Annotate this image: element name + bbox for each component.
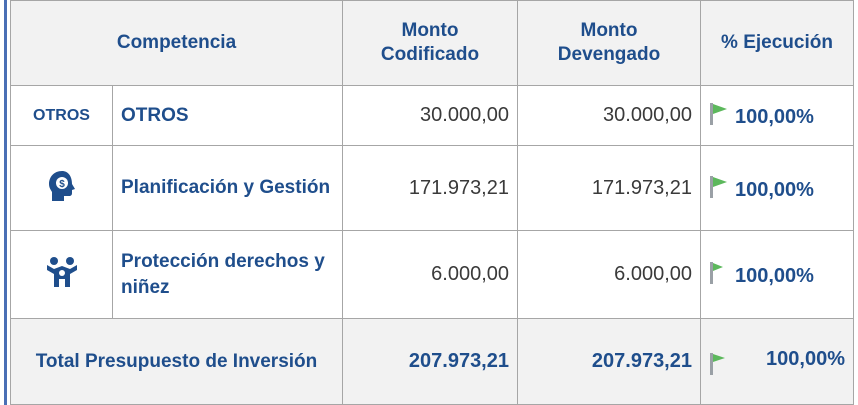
codificado: 207.973,21 [408, 350, 509, 372]
ejecucion-cell: 100,00% [700, 85, 854, 146]
table-header: Competencia Monto Codificado Monto Deven… [10, 0, 854, 86]
competencia: Planificación y Gestión [121, 177, 331, 198]
family-icon [46, 257, 77, 287]
flag-icon [710, 103, 727, 125]
total-row: Total Presupuesto de Inversión 207.973,2… [10, 318, 854, 405]
left-border [4, 0, 7, 405]
competencia-cell: Protección derechos y niñez [112, 230, 343, 319]
devengado-cell: 6.000,00 [517, 230, 701, 319]
codificado-cell: 207.973,21 [342, 318, 518, 405]
icon-cell: OTROS [10, 85, 113, 146]
budget-table: Competencia Monto Codificado Monto Deven… [10, 0, 854, 405]
codificado-cell: 171.973,21 [342, 145, 518, 231]
header-text: Monto Devengado [557, 20, 661, 65]
flag-icon [710, 352, 725, 375]
header-text: Competencia [116, 32, 237, 53]
codificado-cell: 30.000,00 [342, 85, 518, 146]
devengado: 6.000,00 [614, 263, 692, 285]
icon-cell: $ [10, 145, 113, 231]
competencia-cell: OTROS [112, 85, 343, 146]
competencia: Protección derechos y niñez [121, 250, 325, 298]
icon-cell [10, 230, 113, 319]
total-label-cell: Total Presupuesto de Inversión [10, 318, 343, 405]
ejecucion-cell: 100,00% [700, 145, 854, 231]
ejecucion-cell: 100,00% [700, 318, 854, 405]
competencia-cell: Planificación y Gestión [112, 145, 343, 231]
ejecucion: 100,00% [766, 347, 845, 370]
competencia: OTROS [121, 104, 189, 126]
ejecucion-cell: 100,00% [700, 230, 854, 319]
header-text: % Ejecución [721, 32, 833, 53]
devengado: 30.000,00 [603, 104, 692, 126]
codificado: 6.000,00 [431, 263, 509, 285]
header-cell: Competencia [10, 0, 343, 86]
head-icon: $ [48, 170, 75, 201]
ejecucion: 100,00% [735, 106, 814, 128]
devengado: 171.973,21 [591, 176, 692, 199]
table-body: OTROS OTROS 30.000,00 30.000,00 100,00% … [10, 85, 854, 405]
codificado: 171.973,21 [408, 176, 509, 199]
row: $ Planificación y Gestión 171.973,21 171… [10, 145, 854, 231]
ejecucion: 100,00% [735, 265, 814, 287]
row: OTROS OTROS 30.000,00 30.000,00 100,00% [10, 85, 854, 146]
devengado: 207.973,21 [591, 350, 692, 372]
devengado-cell: 171.973,21 [517, 145, 701, 231]
header-cell: % Ejecución [700, 0, 854, 86]
svg-text:$: $ [59, 179, 65, 190]
header-row: Competencia Monto Codificado Monto Deven… [10, 0, 854, 86]
devengado-cell: 207.973,21 [517, 318, 701, 405]
codificado-cell: 6.000,00 [342, 230, 518, 319]
codificado: 30.000,00 [420, 104, 509, 126]
header-cell: Monto Devengado [517, 0, 701, 86]
header-cell: Monto Codificado [342, 0, 518, 86]
flag-icon [710, 262, 723, 284]
devengado-cell: 30.000,00 [517, 85, 701, 146]
row: Protección derechos y niñez 6.000,00 6.0… [10, 230, 854, 319]
icon-label: OTROS [33, 106, 90, 124]
flag-icon [710, 175, 727, 198]
header-text: Monto Codificado [380, 20, 480, 65]
total-label: Total Presupuesto de Inversión [35, 350, 318, 372]
ejecucion: 100,00% [735, 178, 814, 201]
